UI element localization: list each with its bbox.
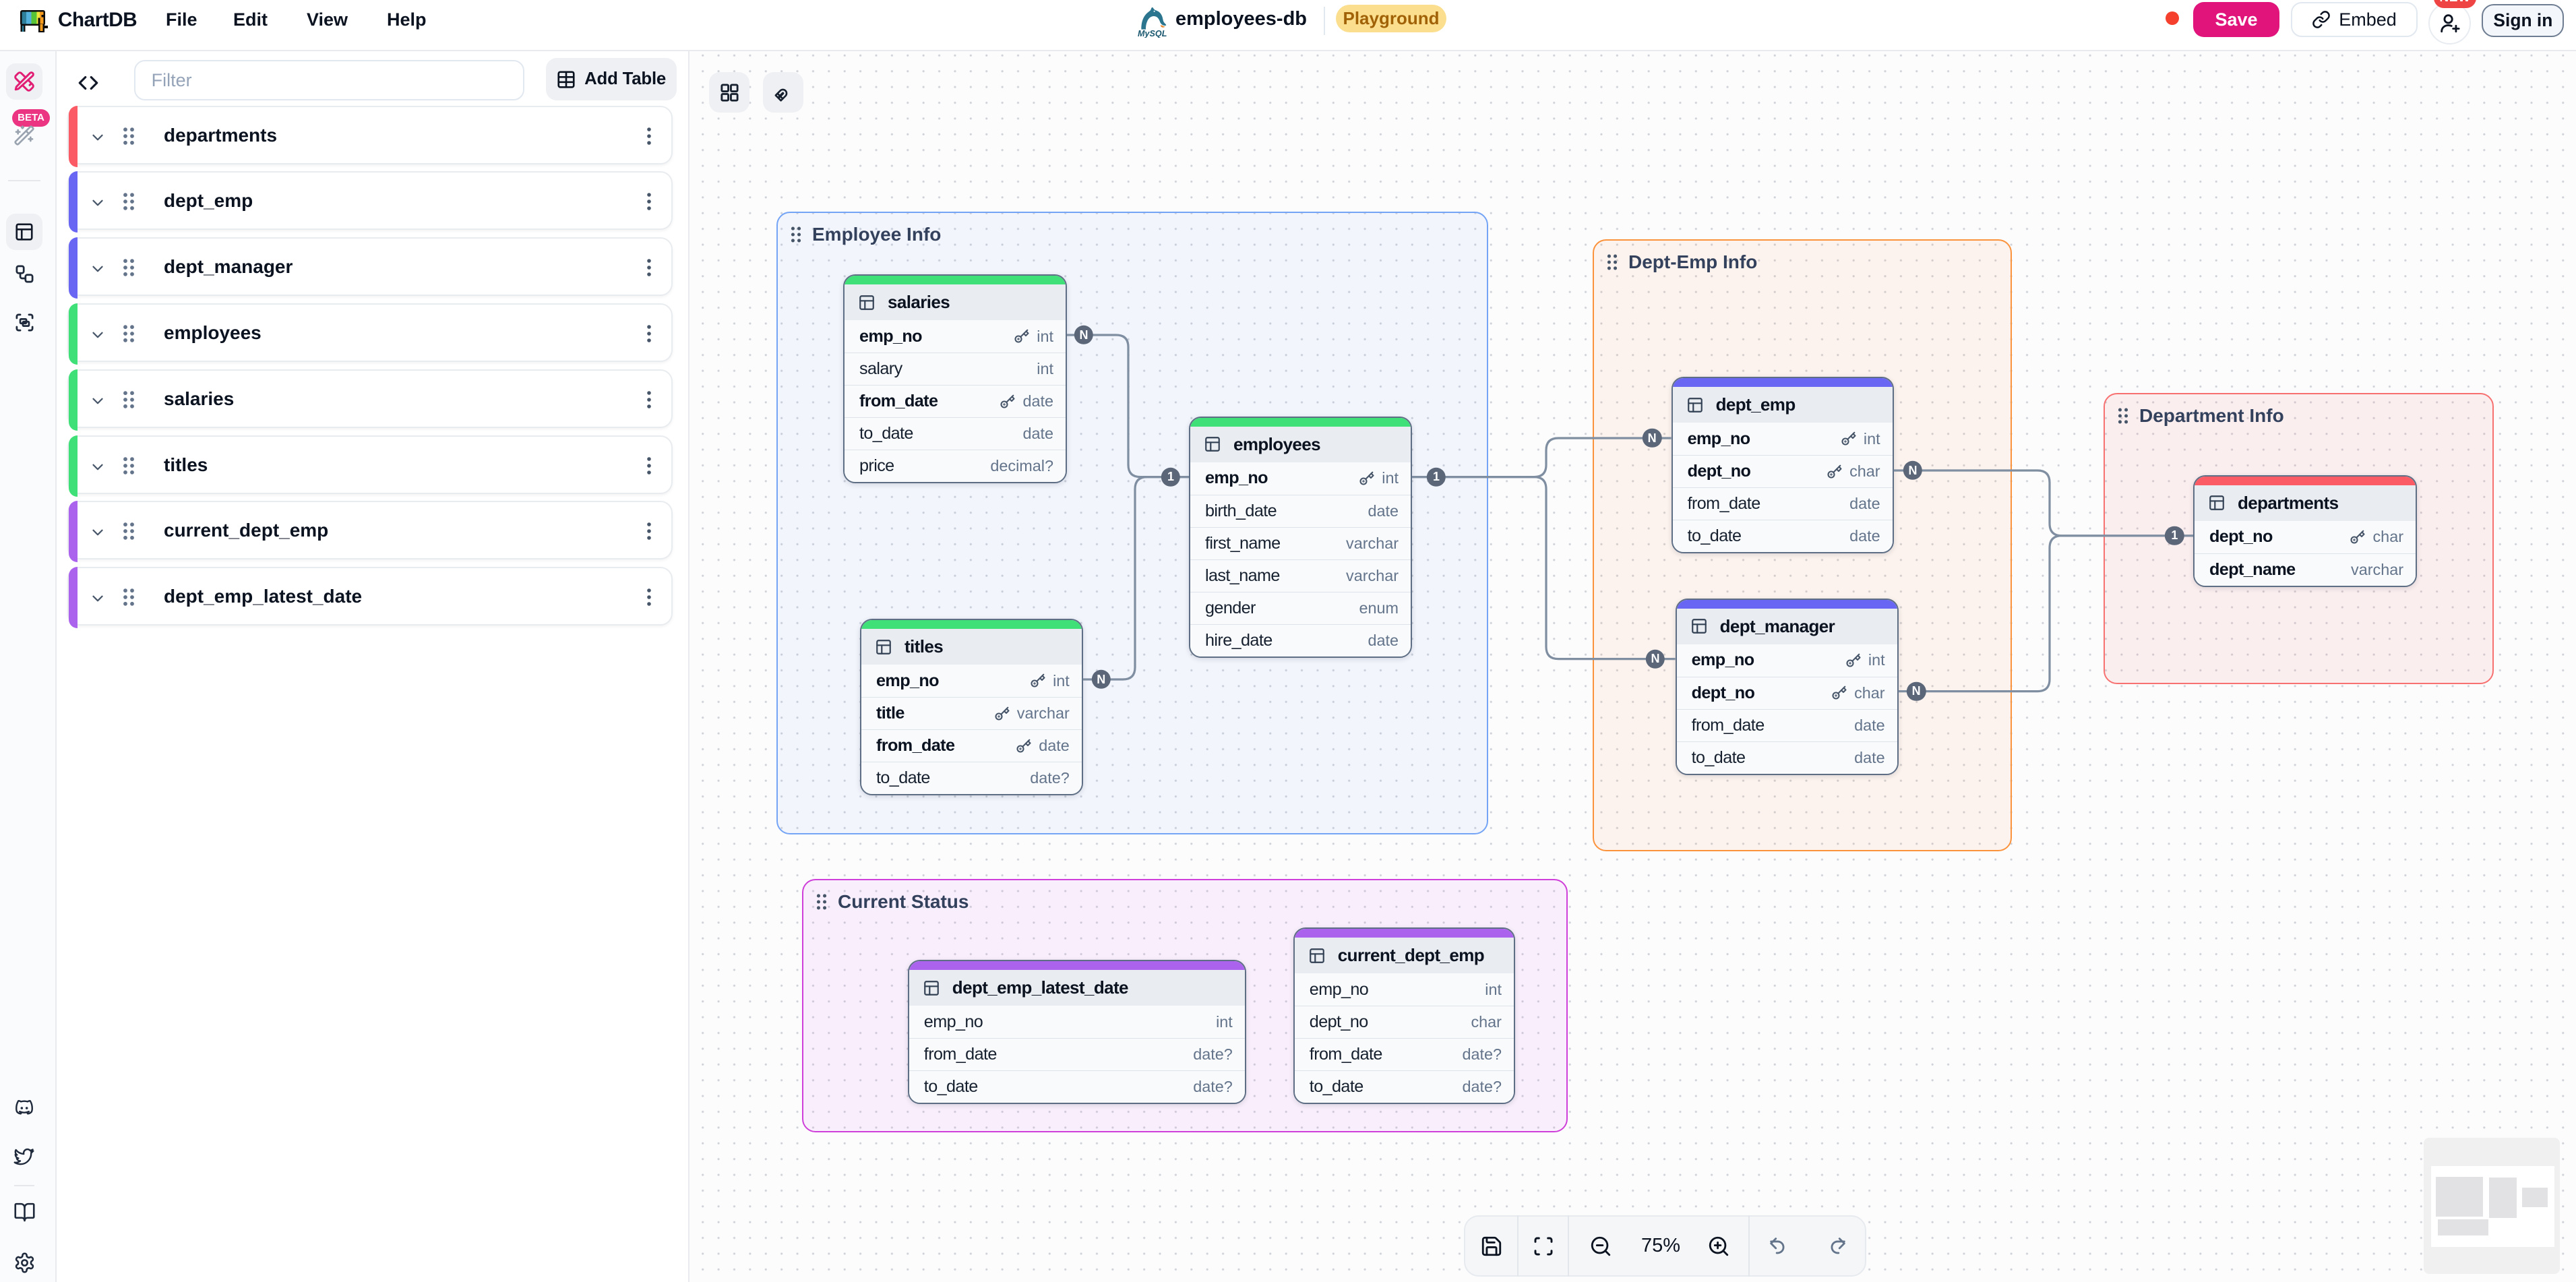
svg-text:MySQL: MySQL bbox=[1138, 29, 1167, 38]
